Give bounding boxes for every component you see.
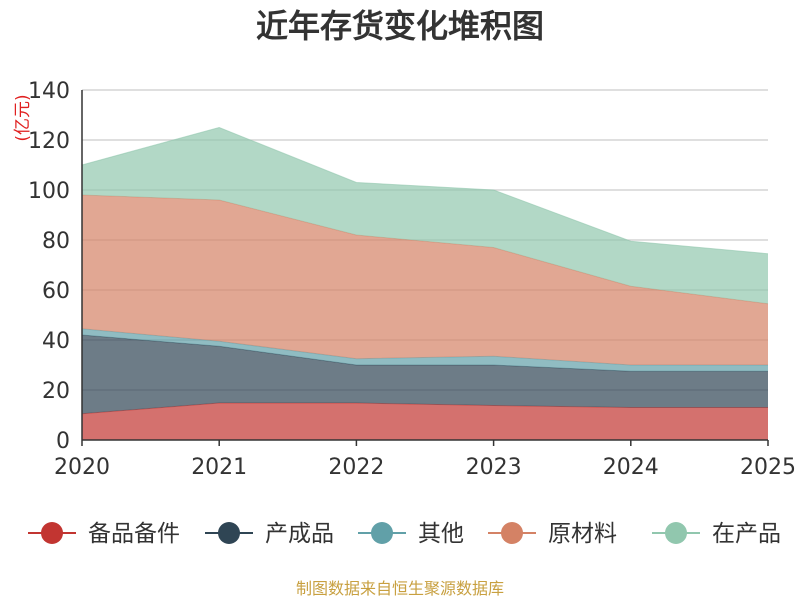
y-tick-120: 120 [28, 129, 70, 154]
y-tick-0: 0 [56, 429, 70, 454]
y-tick-140: 140 [28, 79, 70, 104]
legend-label: 原材料 [548, 521, 617, 547]
area-2 [82, 335, 768, 414]
y-tick-labels: 0 20 40 60 80 100 120 140 [28, 79, 70, 454]
x-tick-labels: 2020 2021 2022 2023 2024 2025 [54, 455, 796, 480]
x-tick-2022: 2022 [328, 455, 384, 480]
chart-title: 近年存货变化堆积图 [256, 7, 544, 45]
area-3 [82, 328, 768, 372]
legend-item-4: 原材料 [488, 521, 617, 547]
x-tick-2020: 2020 [54, 455, 110, 480]
area-1 [82, 403, 768, 440]
y-axis-unit: (亿元) [13, 94, 33, 141]
y-tick-20: 20 [42, 379, 70, 404]
legend-marker [41, 522, 63, 544]
area-5 [82, 127, 768, 304]
x-tick-2025: 2025 [740, 455, 796, 480]
x-tick-2023: 2023 [466, 455, 522, 480]
y-tick-80: 80 [42, 229, 70, 254]
legend-item-3: 其他 [358, 521, 464, 547]
area-series [81, 126, 769, 440]
data-source-note: 制图数据来自恒生聚源数据库 [296, 579, 504, 598]
legend-marker [665, 522, 687, 544]
y-tick-100: 100 [28, 179, 70, 204]
legend-marker [218, 522, 240, 544]
legend-item-5: 在产品 [652, 521, 781, 547]
area-4 [82, 195, 768, 365]
legend-label: 其他 [418, 521, 464, 547]
legend-marker [371, 522, 393, 544]
axes [81, 90, 769, 446]
legend: 备品备件 产成品 其他 原材料 在产品 [28, 521, 781, 547]
y-tick-60: 60 [42, 279, 70, 304]
x-tick-2024: 2024 [603, 455, 659, 480]
legend-item-2: 产成品 [205, 521, 334, 547]
legend-label: 在产品 [712, 521, 781, 547]
legend-item-1: 备品备件 [28, 521, 180, 547]
y-tick-40: 40 [42, 329, 70, 354]
legend-label: 备品备件 [88, 521, 180, 547]
area-edge-5 [81, 126, 769, 255]
legend-label: 产成品 [265, 521, 334, 547]
x-tick-2021: 2021 [191, 455, 247, 480]
legend-marker [501, 522, 523, 544]
